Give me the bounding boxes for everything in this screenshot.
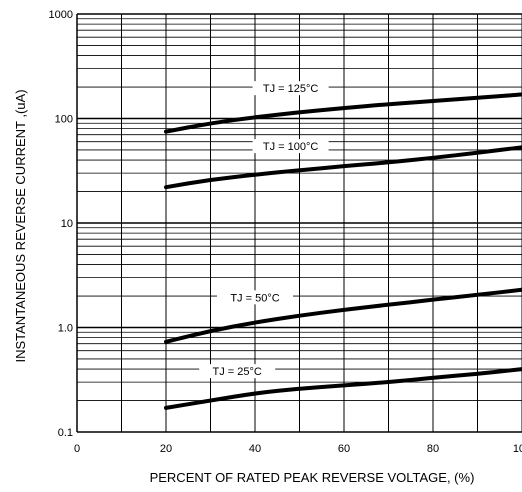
x-tick-label: 80	[427, 443, 439, 455]
series-line	[164, 145, 522, 190]
y-tick-label: 100	[55, 114, 73, 126]
series-label-background	[252, 139, 329, 154]
y-tick-label: 10	[61, 218, 73, 230]
x-tick-label: 0	[74, 443, 80, 455]
y-tick-label: 1.0	[58, 323, 73, 335]
tick-labels: 0 20 40 60 80 100 0.1 1.0 10 100 1000	[49, 9, 522, 455]
series-label: TJ = 100°C	[263, 141, 319, 153]
series-label-background	[217, 290, 293, 305]
series-label-background	[252, 81, 329, 96]
series-label-background	[199, 364, 276, 379]
series-label: TJ = 125°C	[263, 83, 319, 95]
y-tick-label: 1000	[49, 9, 73, 21]
series-line	[164, 287, 522, 344]
series-labels: TJ = 125°C TJ = 100°C TJ = 50°C TJ = 25°C	[199, 81, 329, 379]
x-axis-label: PERCENT OF RATED PEAK REVERSE VOLTAGE, (…	[150, 470, 475, 485]
series-label: TJ = 50°C	[230, 292, 279, 304]
grid	[76, 13, 522, 433]
x-tick-label: 40	[249, 443, 261, 455]
series-lines	[164, 92, 522, 410]
series-line	[164, 92, 522, 134]
x-tick-label: 100	[513, 443, 522, 455]
x-tick-label: 20	[160, 443, 172, 455]
x-tick-label: 60	[338, 443, 350, 455]
series-label: TJ = 25°C	[213, 366, 262, 378]
y-tick-label: 0.1	[58, 427, 73, 439]
series-line	[164, 367, 522, 410]
y-axis-label: INSTANTANEOUS REVERSE CURRENT ,(uA)	[13, 89, 28, 362]
